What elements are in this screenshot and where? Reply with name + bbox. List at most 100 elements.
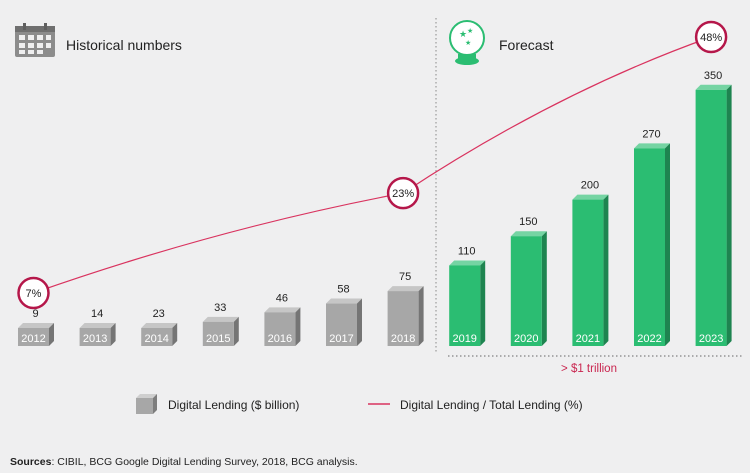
bar-2017: 2017 58: [326, 284, 362, 346]
bar-value-label-2020: 150: [519, 216, 537, 228]
bar-value-label-2012: 9: [32, 308, 38, 320]
share-marker-2018: 23%: [386, 176, 420, 210]
legend: Digital Lending ($ billion) Digital Lend…: [136, 394, 583, 414]
bar-year-label-2021: 2021: [576, 333, 600, 345]
svg-text:★: ★: [467, 27, 473, 35]
bar-top-2012: [18, 323, 54, 328]
bar-front-2017: [326, 303, 357, 346]
bar-side-2015: [233, 316, 239, 346]
bar-top-2022: [634, 143, 670, 149]
bar-year-label-2016: 2016: [268, 333, 292, 345]
bar-2022: 2022 270: [634, 128, 670, 346]
share-marker-label-2012: 7%: [26, 288, 42, 300]
bar-side-2013: [110, 323, 116, 346]
share-marker-2023: 48%: [694, 20, 728, 54]
bar-year-label-2023: 2023: [699, 333, 723, 345]
share-line: [33, 36, 712, 294]
bar-front-2019: [449, 265, 481, 346]
bar-year-label-2020: 2020: [514, 333, 538, 345]
bar-front-2015: [202, 321, 234, 346]
bar-value-label-2021: 200: [581, 180, 599, 192]
bar-value-label-2014: 23: [153, 308, 165, 320]
bar-front-2012: [18, 328, 49, 346]
bar-front-2022: [634, 148, 665, 346]
bar-value-label-2018: 75: [399, 271, 411, 283]
share-marker-label-2023: 48%: [700, 32, 722, 44]
bar-front-2018: [387, 291, 419, 346]
legend-label-line: Digital Lending / Total Lending (%): [400, 398, 583, 412]
share-marker-label-2018: 23%: [392, 188, 414, 200]
forecast-total-annotation: > $1 trillion: [561, 363, 617, 375]
bar-2012: 2012 9: [18, 308, 54, 346]
crystal-ball-icon: ★ ★ ★: [449, 20, 485, 65]
bar-value-label-2022: 270: [642, 128, 660, 140]
bar-year-label-2022: 2022: [637, 333, 661, 345]
bar-side-2012: [49, 323, 54, 346]
historical-header: Historical numbers: [66, 37, 182, 53]
legend-swatch-bar: [136, 394, 157, 414]
bar-front-2016: [264, 312, 296, 346]
forecast-header: Forecast: [499, 37, 554, 53]
calendar-icon: [15, 23, 55, 57]
bar-layer: 2012 9 2013 14 2014 23 2015 33 2016 46 2017 58 2018 7…: [18, 70, 732, 347]
bar-2019: 2019 110: [449, 245, 486, 346]
bar-value-label-2023: 350: [704, 70, 722, 82]
share-marker-circle-2018: [386, 176, 420, 210]
bar-top-2019: [449, 260, 486, 266]
bar-side-2014: [172, 323, 178, 346]
line-layer: 7% 23% 48%: [17, 20, 728, 310]
bar-side-2020: [541, 231, 547, 346]
bar-side-2016: [295, 307, 301, 346]
share-marker-circle-2012: [17, 276, 50, 310]
bar-value-label-2013: 14: [91, 308, 103, 320]
bar-year-label-2017: 2017: [329, 333, 353, 345]
bar-2013: 2013 14: [79, 308, 116, 346]
bar-side-2022: [665, 143, 670, 346]
bar-2021: 2021 200: [572, 180, 609, 346]
bar-year-label-2014: 2014: [144, 333, 168, 345]
bar-front-2020: [510, 236, 542, 346]
bar-value-label-2015: 33: [214, 302, 226, 314]
bar-year-label-2018: 2018: [391, 333, 415, 345]
bar-top-2013: [79, 323, 116, 328]
bar-2020: 2020 150: [510, 216, 547, 346]
bar-top-2016: [264, 307, 301, 313]
bar-side-2023: [726, 84, 732, 347]
bar-side-2018: [418, 286, 424, 346]
source-note: Sources: CIBIL, BCG Google Digital Lendi…: [10, 456, 358, 468]
bar-2015: 2015 33: [202, 302, 239, 346]
bar-value-label-2016: 46: [276, 292, 288, 304]
bar-side-2021: [603, 194, 609, 346]
bar-year-label-2013: 2013: [83, 333, 107, 345]
bar-2023: 2023 350: [695, 70, 732, 347]
bar-value-label-2017: 58: [337, 284, 349, 296]
bar-top-2023: [695, 84, 732, 90]
bar-top-2018: [387, 286, 424, 292]
bar-front-2023: [695, 89, 727, 347]
svg-text:★: ★: [465, 39, 471, 47]
bar-top-2014: [141, 323, 178, 328]
bar-year-label-2012: 2012: [21, 333, 45, 345]
source-prefix: Sources: [10, 456, 52, 468]
source-text: : CIBIL, BCG Google Digital Lending Surv…: [51, 456, 358, 468]
bar-2014: 2014 23: [141, 308, 178, 346]
bar-front-2021: [572, 199, 604, 346]
bar-top-2017: [326, 298, 362, 304]
bar-year-label-2015: 2015: [206, 333, 230, 345]
bar-front-2013: [79, 328, 111, 346]
bar-side-2019: [480, 260, 486, 346]
bar-year-label-2019: 2019: [452, 333, 476, 345]
bar-2016: 2016 46: [264, 292, 301, 346]
bar-2018: 2018 75: [387, 271, 424, 346]
share-marker-2012: 7%: [17, 276, 50, 310]
bar-top-2015: [202, 316, 239, 322]
bar-side-2017: [357, 298, 362, 346]
bar-front-2014: [141, 328, 173, 346]
svg-text:★: ★: [459, 29, 467, 39]
share-marker-circle-2023: [694, 20, 728, 54]
bar-top-2020: [510, 231, 547, 237]
bar-value-label-2019: 110: [458, 245, 476, 257]
legend-label-bar: Digital Lending ($ billion): [168, 398, 299, 412]
bar-top-2021: [572, 194, 609, 200]
